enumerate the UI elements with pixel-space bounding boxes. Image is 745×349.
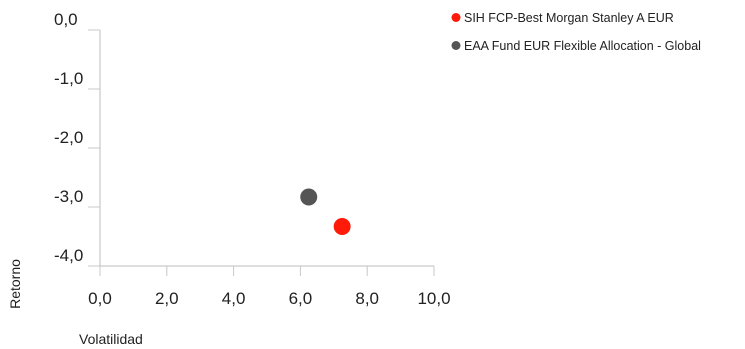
data-point-series-0: [333, 217, 351, 235]
y-tick-label: 0,0: [54, 10, 78, 29]
legend-marker-0: [451, 13, 461, 22]
data-points: [300, 188, 351, 235]
y-tick-label: -4,0: [54, 246, 83, 265]
y-axis: 0,0 -1,0 -2,0 -3,0 -4,0: [54, 10, 101, 267]
x-tick-label: 4,0: [222, 289, 246, 308]
y-tick-label: -1,0: [54, 69, 83, 88]
y-axis-title: Retorno: [7, 259, 23, 309]
y-tick-label: -2,0: [54, 128, 83, 147]
data-point-series-1: [300, 188, 318, 206]
x-tick-label: 10,0: [417, 289, 450, 308]
legend-label-1: EAA Fund EUR Flexible Allocation - Globa…: [464, 39, 701, 53]
x-tick-label: 0,0: [88, 289, 112, 308]
x-tick-label: 6,0: [289, 289, 313, 308]
legend-label-0: SIH FCP-Best Morgan Stanley A EUR: [464, 11, 674, 25]
legend: SIH FCP-Best Morgan Stanley A EUR EAA Fu…: [451, 11, 701, 53]
legend-marker-1: [451, 41, 461, 50]
x-tick-label: 8,0: [355, 289, 379, 308]
x-axis: 0,0 2,0 4,0 6,0 8,0 10,0: [88, 265, 451, 308]
legend-item-1: EAA Fund EUR Flexible Allocation - Globa…: [451, 39, 701, 53]
x-tick-label: 2,0: [155, 289, 179, 308]
legend-item-0: SIH FCP-Best Morgan Stanley A EUR: [451, 11, 674, 25]
y-tick-label: -3,0: [54, 187, 83, 206]
x-axis-title: Volatilidad: [79, 331, 143, 347]
